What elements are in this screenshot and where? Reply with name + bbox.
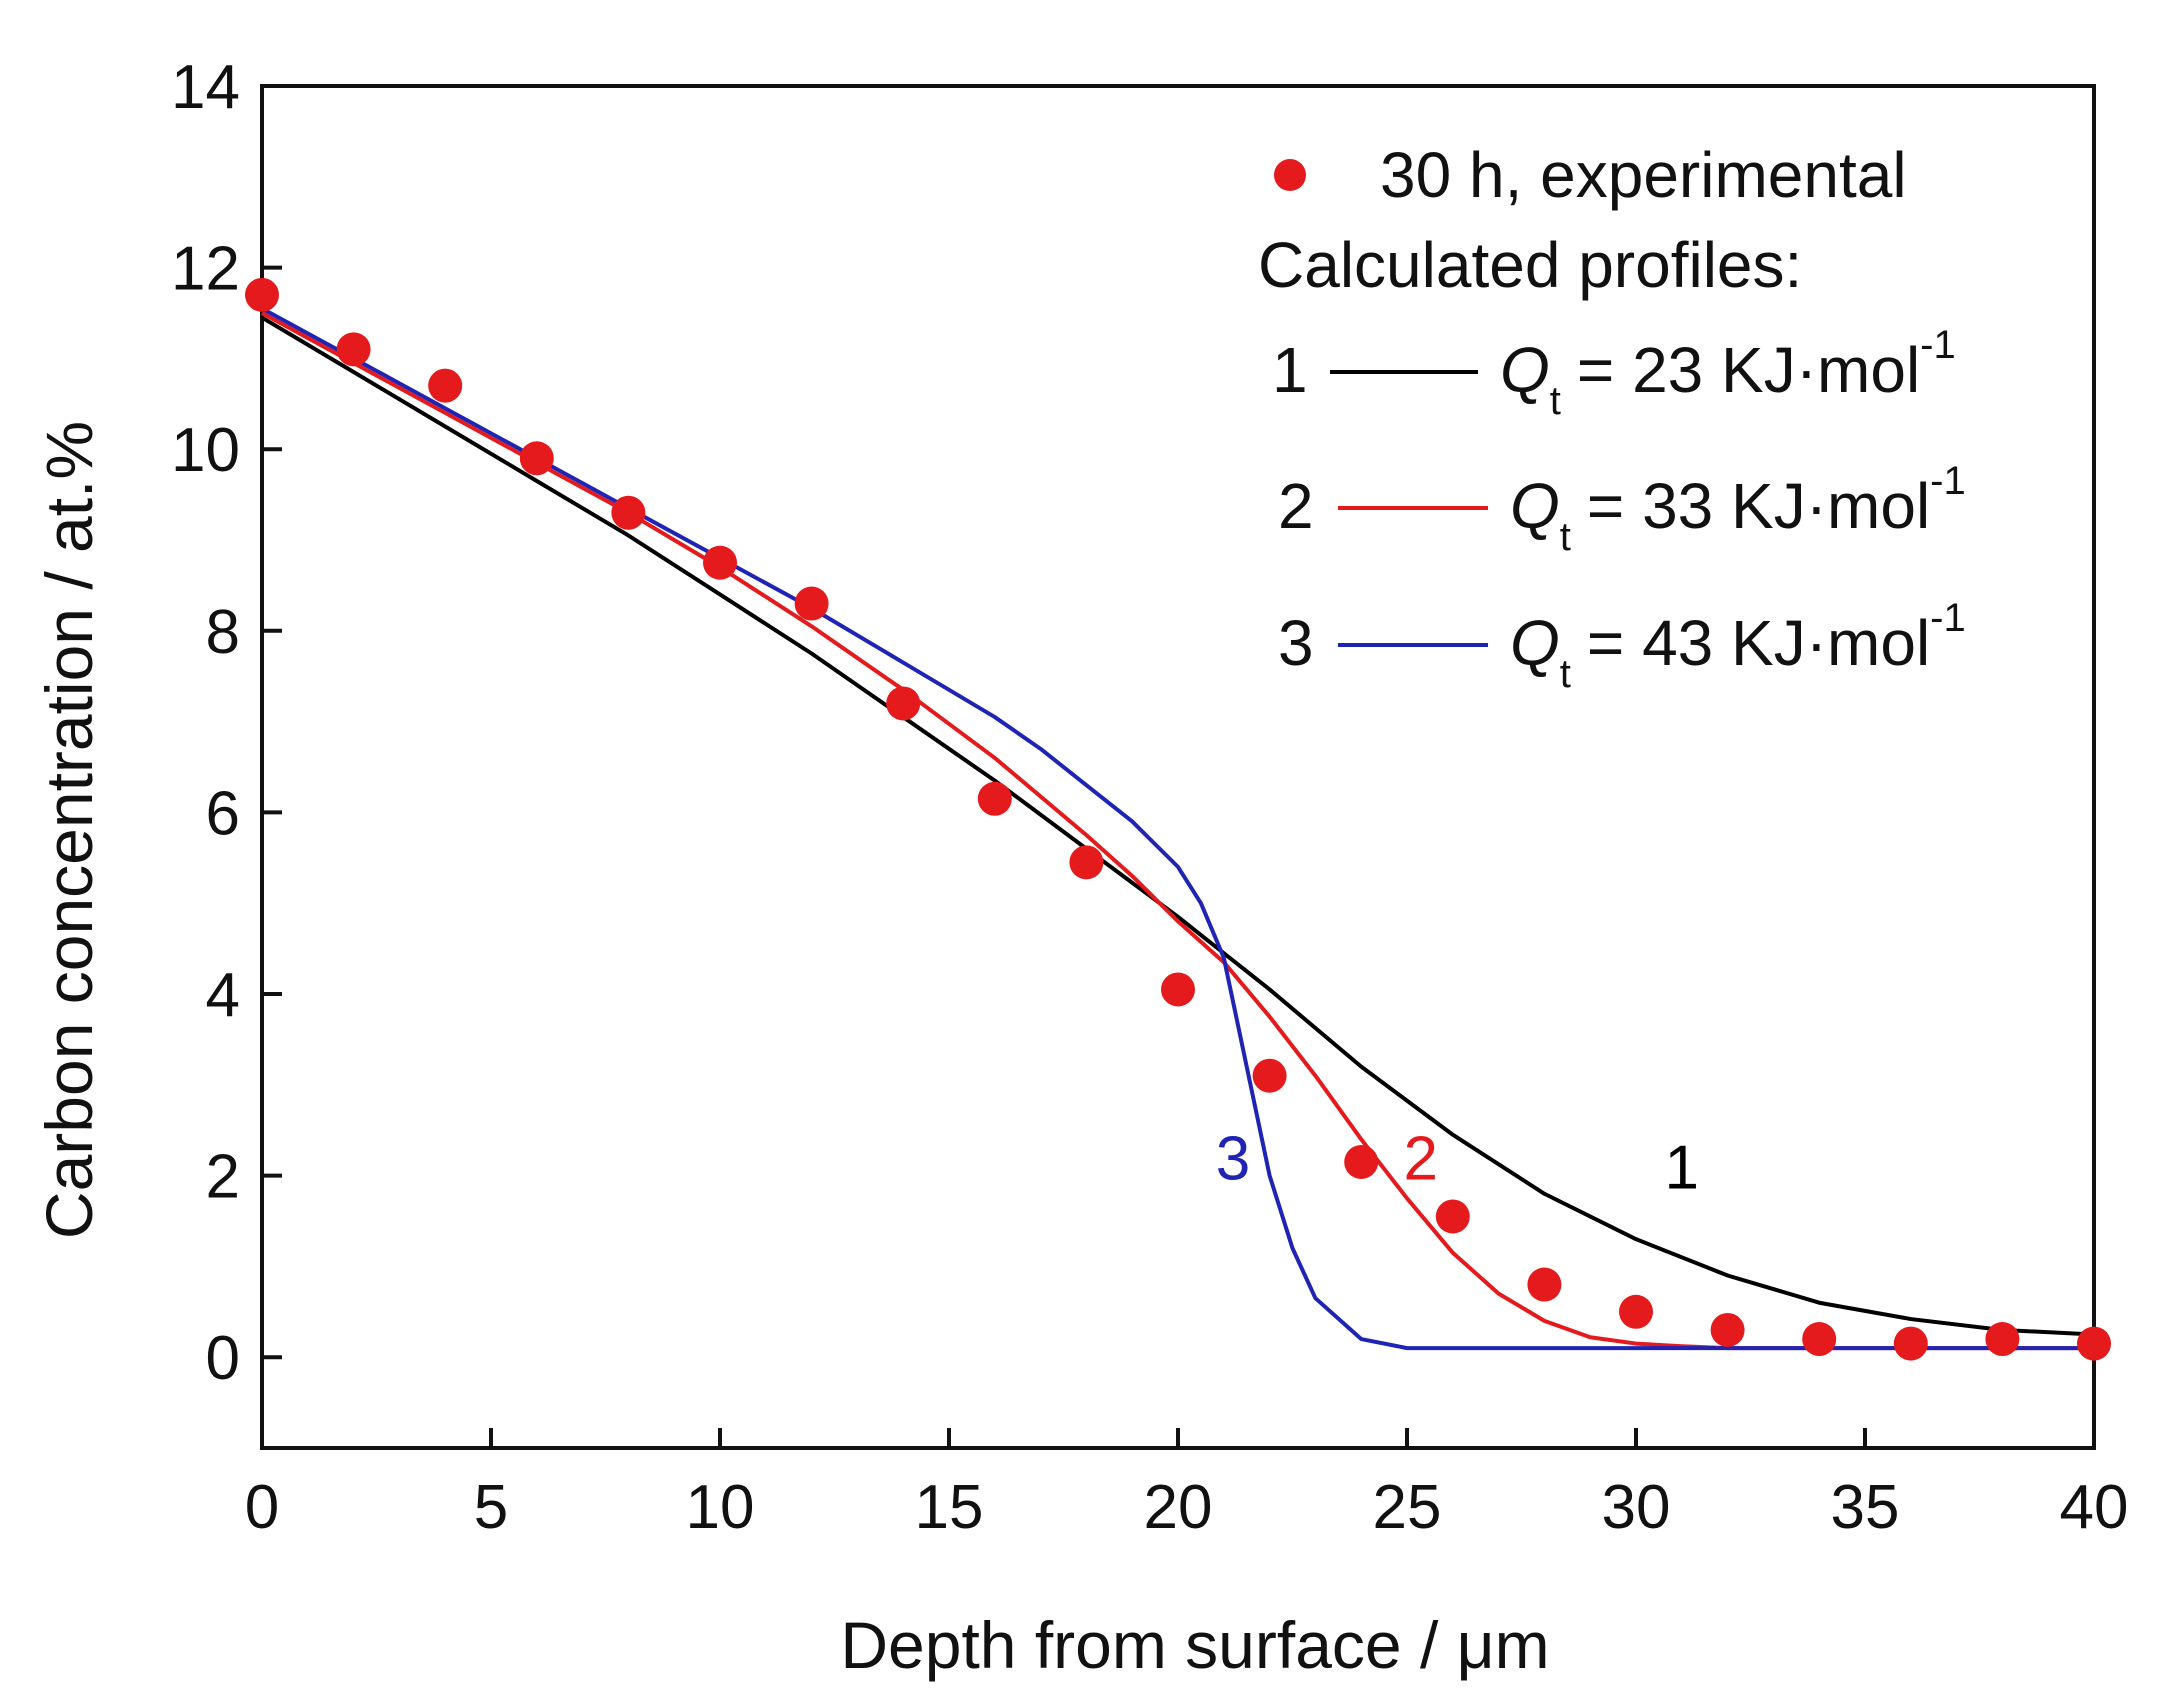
plot-frame	[260, 84, 2096, 1450]
experimental-point	[1619, 1294, 1653, 1329]
experimental-point	[428, 368, 463, 403]
experimental-point	[977, 781, 1012, 816]
experimental-point	[886, 686, 921, 721]
x-tick-label: 35	[1831, 1473, 1900, 1542]
experimental-point	[1802, 1322, 1837, 1357]
series-1-curve	[260, 315, 2095, 1337]
legend-series-1-number: 1	[1272, 334, 1308, 406]
x-tick-label: 40	[2060, 1473, 2129, 1542]
experimental-point	[1252, 1058, 1287, 1093]
legend-series-2-subscript: t	[1560, 515, 1571, 559]
legend-experimental-label: 30 h, experimental	[1380, 139, 1907, 211]
series-1-curve-label: 1	[1665, 1134, 1699, 1203]
x-tick-label: 15	[915, 1473, 984, 1542]
legend-series-2-symbol: Q	[1510, 470, 1560, 542]
legend-series-1-subscript: t	[1550, 379, 1561, 423]
legend-series-1-label: Qt = 23 KJ·mol-1	[1500, 323, 1956, 423]
legend-series-3-superscript: -1	[1930, 596, 1966, 640]
y-axis-label: Carbon concentration / at.%	[32, 421, 106, 1239]
experimental-point	[519, 441, 554, 476]
legend-series-3-text: = 43 KJ·mol	[1587, 607, 1930, 679]
x-tick-label: 0	[245, 1473, 279, 1542]
experimental-point	[611, 495, 646, 530]
curve-labels-layer: 1 2 3	[1216, 1124, 1699, 1202]
plot-frame-layer	[260, 84, 2096, 1450]
experimental-point	[1985, 1322, 2020, 1357]
experimental-point	[336, 332, 371, 367]
curves-layer	[260, 306, 2095, 1351]
y-tick-label: 0	[206, 1324, 240, 1393]
y-tick-label: 2	[206, 1143, 240, 1212]
y-tick-label: 14	[171, 53, 240, 122]
experimental-point	[794, 586, 829, 621]
experimental-point	[1161, 972, 1195, 1007]
x-axis-label: Depth from surface / μm	[840, 1608, 1549, 1682]
experimental-point	[2077, 1326, 2111, 1361]
x-tick-label: 5	[474, 1473, 508, 1542]
series-3-curve	[261, 306, 2094, 1351]
legend-series-2-number: 2	[1278, 470, 1314, 542]
y-tick-label: 10	[171, 416, 240, 485]
legend-series-1-superscript: -1	[1920, 323, 1956, 367]
experimental-point	[1069, 845, 1104, 880]
x-tick-label: 25	[1373, 1473, 1442, 1542]
experimental-point	[1710, 1312, 1745, 1347]
legend-heading: Calculated profiles:	[1258, 229, 1802, 301]
y-tick-label: 12	[171, 235, 240, 304]
legend-series-1-text: = 23 KJ·mol	[1577, 334, 1920, 406]
legend-series-3-subscript: t	[1560, 652, 1571, 696]
experimental-point	[1893, 1326, 1928, 1361]
legend-series-1-symbol: Q	[1500, 334, 1550, 406]
experimental-point	[1344, 1144, 1379, 1179]
legend-series-2-text: = 33 KJ·mol	[1587, 470, 1930, 542]
experimental-point	[1435, 1199, 1470, 1234]
x-tick-label: 30	[1602, 1473, 1671, 1542]
y-tick-label: 8	[206, 598, 240, 667]
legend: 30 h, experimental Calculated profiles: …	[1258, 139, 1966, 696]
x-tick-label: 10	[686, 1473, 755, 1542]
series-3-curve-label: 3	[1216, 1124, 1250, 1193]
legend-series-3-label: Qt = 43 KJ·mol-1	[1510, 596, 1966, 696]
points-layer	[245, 277, 2111, 1361]
experimental-point	[703, 545, 737, 580]
legend-series-3-number: 3	[1278, 607, 1314, 679]
experimental-point	[245, 277, 279, 312]
experimental-point	[1527, 1267, 1562, 1302]
legend-series-2-superscript: -1	[1930, 459, 1966, 503]
legend-experimental-marker	[1274, 159, 1306, 191]
y-tick-label: 6	[206, 779, 240, 848]
x-tick-label: 20	[1144, 1473, 1213, 1542]
series-2-curve-label: 2	[1403, 1124, 1437, 1193]
legend-series-3-symbol: Q	[1510, 607, 1560, 679]
y-tick-label: 4	[206, 961, 240, 1030]
legend-series-2-label: Qt = 33 KJ·mol-1	[1510, 459, 1966, 559]
